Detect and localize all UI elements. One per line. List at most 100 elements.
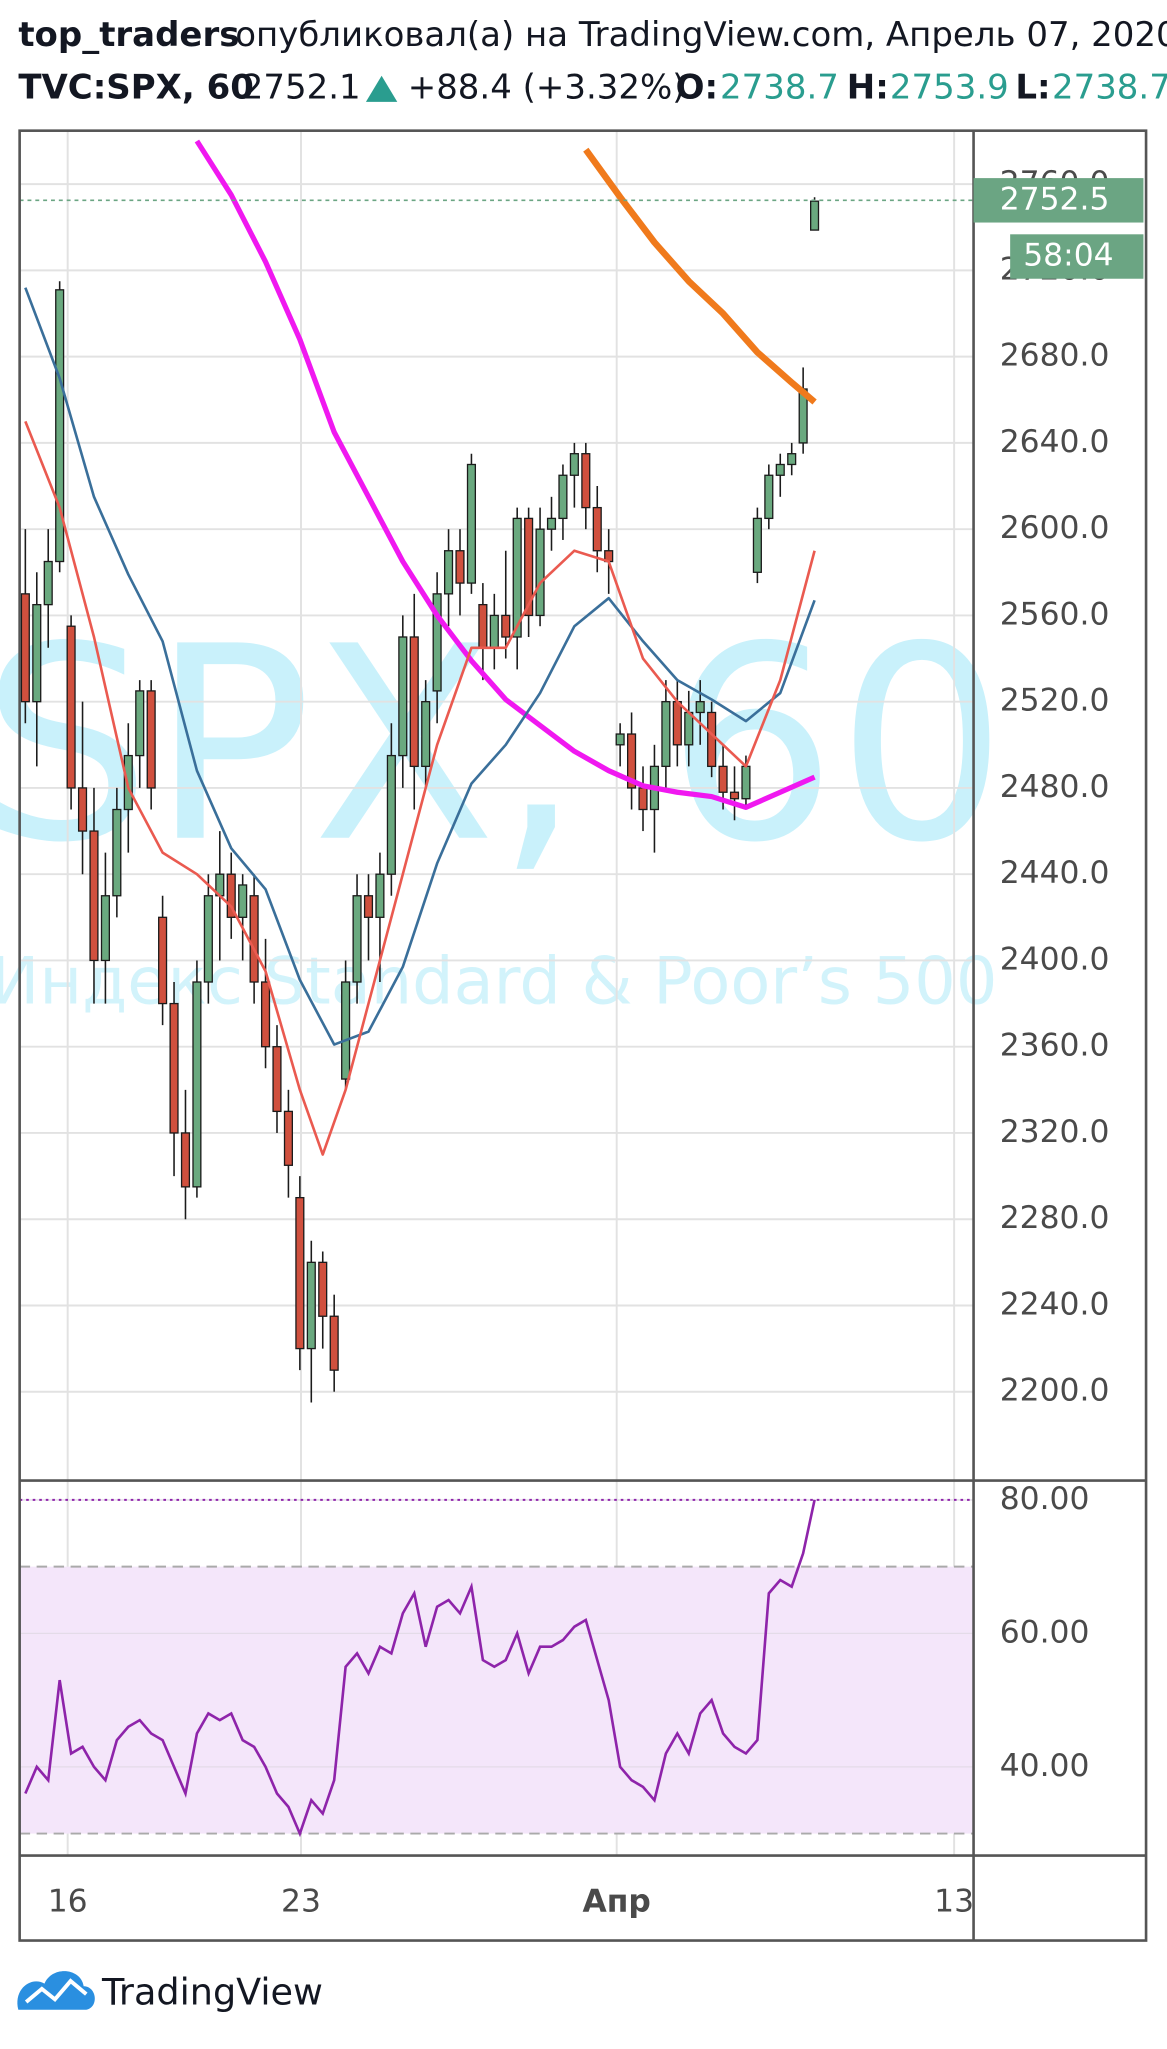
candle-body: [180, 1132, 191, 1188]
y-tick-label: 2640.0: [1000, 424, 1110, 460]
candle-body: [558, 474, 568, 520]
candle-body: [352, 895, 362, 983]
candle-body: [409, 636, 419, 768]
candle-body: [489, 614, 499, 649]
candle-body: [169, 1002, 179, 1134]
moving-average: [24, 420, 816, 1156]
published: опубликовал(а) на TradingView.com, Апрел…: [235, 15, 1167, 55]
candle-body: [661, 701, 671, 768]
y-tick-label: 60.00: [1000, 1614, 1090, 1650]
high-value: 2753.9: [890, 67, 1009, 107]
candle-body: [398, 636, 408, 757]
candle-body: [203, 895, 213, 983]
x-tick-label: 16: [48, 1884, 88, 1920]
candle-body: [581, 453, 591, 509]
candle-body: [752, 517, 762, 573]
candle-body: [226, 873, 236, 918]
open-label: O:: [676, 67, 718, 107]
y-tick-label: 80.00: [1000, 1481, 1090, 1517]
y-tick-label: 2560.0: [1000, 596, 1110, 632]
candle-body: [455, 550, 465, 584]
candle-body: [775, 463, 785, 476]
candle-body: [55, 289, 65, 563]
frame-outer: [18, 129, 1148, 1942]
candle-body: [615, 733, 625, 746]
rsi-pane: [19, 1498, 974, 1838]
candle-body: [66, 625, 76, 789]
moving-average: [583, 147, 817, 405]
candle-body: [32, 603, 42, 703]
candle-body: [672, 701, 682, 746]
candle-body: [810, 200, 820, 231]
candle-body: [695, 701, 705, 714]
candle-body: [283, 1110, 294, 1166]
main-pane: [19, 139, 974, 1403]
candle-body: [764, 474, 774, 520]
candle-body: [43, 560, 53, 606]
footer: TradingView: [17, 1971, 323, 2014]
frame: [18, 129, 1148, 1942]
last: 2752.1: [242, 67, 361, 107]
candle-body: [146, 690, 156, 789]
band-fill: [19, 1566, 974, 1834]
candle-body: [89, 830, 99, 962]
logo-line: [24, 1978, 88, 2004]
y-tick-label: 2600.0: [1000, 510, 1110, 546]
candle-body: [741, 765, 751, 800]
candle-body: [512, 517, 522, 638]
candle-body: [718, 765, 728, 793]
high-label: H:: [847, 67, 889, 107]
axis-labels: 16 23 Апр 13 2200.0 2240.0 2280.0 2320.0 2360.0 2…: [48, 165, 1144, 1920]
candle-body: [249, 895, 259, 983]
candle-body: [295, 1196, 305, 1350]
rsi-background: [19, 1499, 974, 1835]
y-tick-label: 2680.0: [1000, 338, 1110, 374]
candle-body: [626, 733, 637, 789]
candle-body: [135, 690, 145, 757]
x-tick-label: 23: [281, 1884, 321, 1920]
candle-body: [638, 787, 648, 811]
y-tick-label: 2400.0: [1000, 941, 1110, 977]
candle-body: [478, 603, 488, 649]
moving-average: [24, 287, 816, 1046]
candle-body: [501, 614, 511, 638]
last-price-label: 2752.5: [1000, 181, 1110, 217]
x-tick-label: 13: [934, 1884, 974, 1920]
y-tick-label: 2520.0: [1000, 683, 1110, 719]
change: +88.4 (+3.32%): [408, 67, 686, 107]
candle-body: [569, 453, 579, 476]
author: top_traders: [18, 15, 239, 55]
candle-body: [443, 550, 454, 595]
candle-body: [363, 895, 374, 918]
candle-body: [238, 884, 248, 918]
moving-average: [194, 139, 816, 810]
candle-body: [100, 895, 110, 962]
candle-body: [787, 453, 797, 466]
watermark-subtitle: Индекс Standard & Poor’s 500: [0, 943, 997, 1019]
x-tick-label: Апр: [583, 1884, 651, 1920]
candle-body: [524, 517, 534, 617]
logo: [17, 1971, 95, 2010]
candle-body: [260, 981, 271, 1048]
symbol: TVC:SPX, 60: [18, 67, 254, 107]
countdown-label: 58:04: [1023, 238, 1113, 274]
y-tick-label: 2280.0: [1000, 1200, 1110, 1236]
candle-body: [306, 1261, 316, 1350]
candle-body: [20, 593, 30, 703]
candle-body: [592, 506, 602, 552]
candle-body: [112, 808, 122, 897]
last-price-box: [973, 178, 1144, 223]
candle-body: [707, 711, 717, 768]
candle-body: [158, 916, 168, 1005]
candle-body: [535, 528, 545, 617]
candle-body: [386, 754, 396, 875]
y-tick-label: 2320.0: [1000, 1114, 1110, 1150]
candle-body: [341, 981, 351, 1080]
y-tick-label: 40.00: [1000, 1748, 1090, 1784]
rsi-line: [24, 1499, 816, 1838]
y-tick-label: 2360.0: [1000, 1028, 1110, 1064]
up-arrow: [365, 75, 398, 102]
candle-body: [192, 981, 202, 1188]
candle-body: [318, 1261, 328, 1317]
candle-body: [272, 1046, 282, 1113]
